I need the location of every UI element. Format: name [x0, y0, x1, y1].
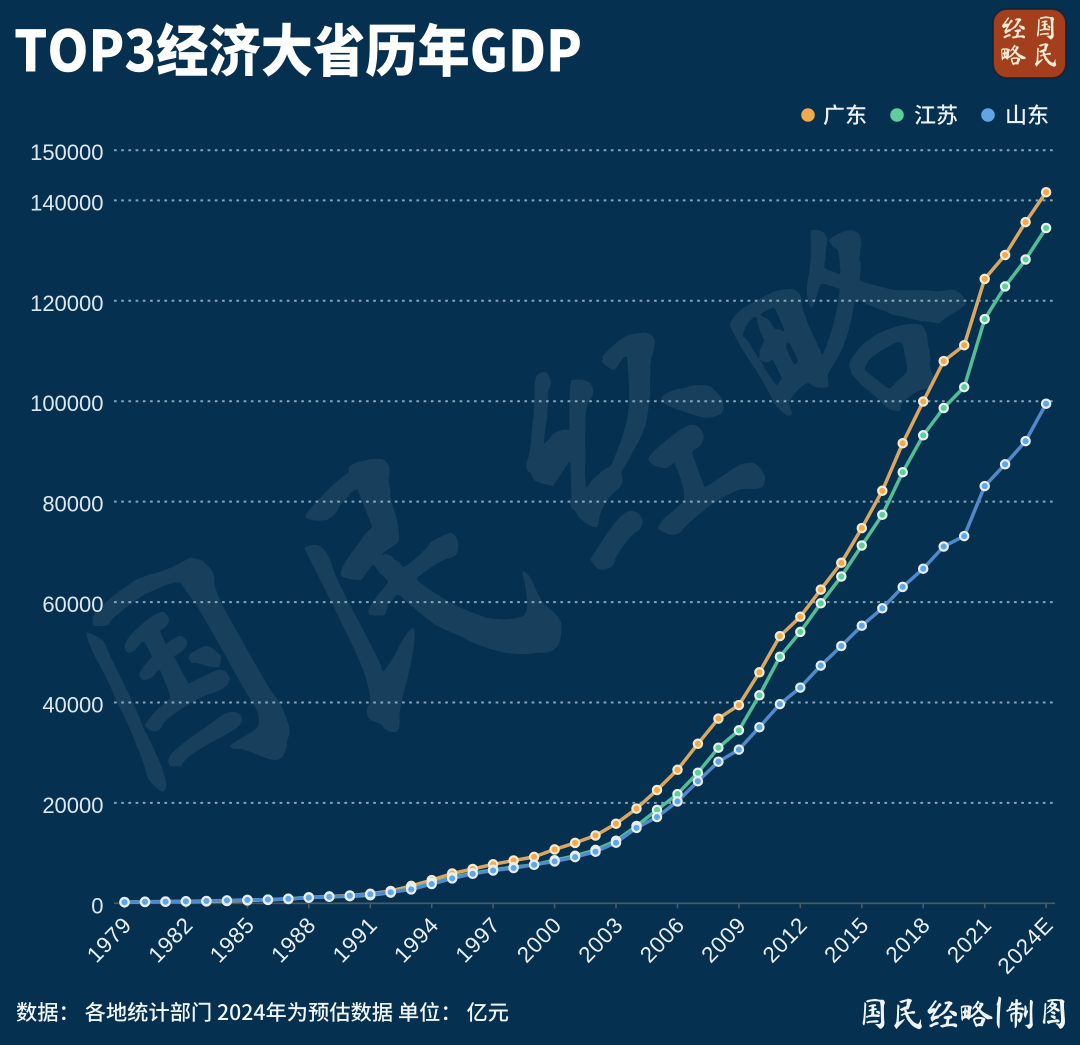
svg-text:140000: 140000	[30, 190, 103, 215]
svg-text:100000: 100000	[30, 391, 103, 416]
svg-text:60000: 60000	[42, 592, 103, 617]
svg-text:120000: 120000	[30, 291, 103, 316]
svg-text:80000: 80000	[42, 492, 103, 517]
svg-text:20000: 20000	[42, 793, 103, 818]
svg-text:0: 0	[91, 893, 103, 918]
svg-text:40000: 40000	[42, 693, 103, 718]
svg-text:150000: 150000	[30, 140, 103, 165]
